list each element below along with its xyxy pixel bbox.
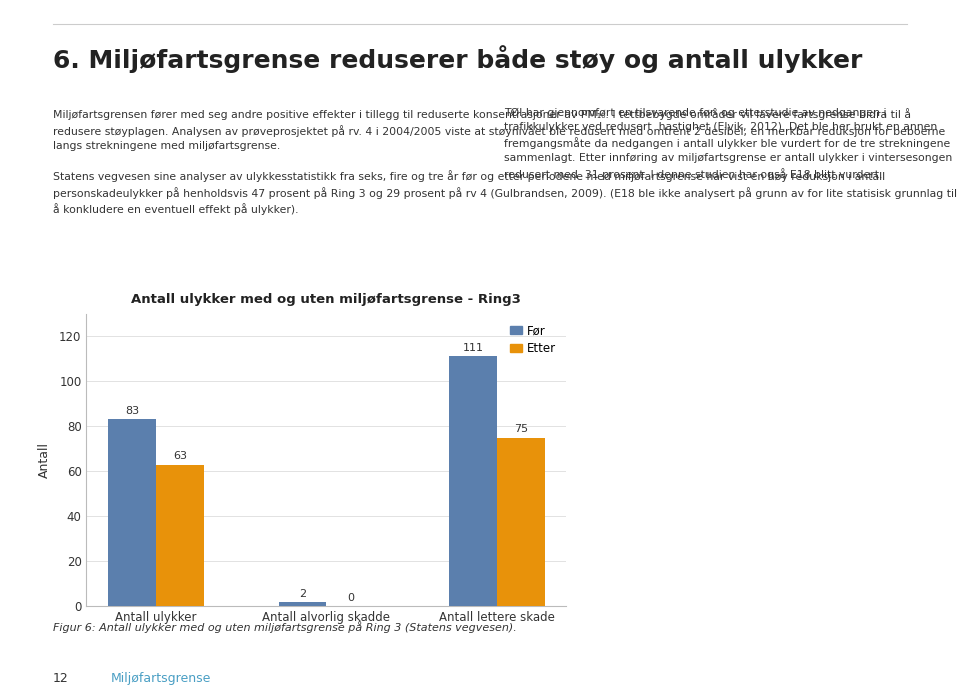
Text: 0: 0 (347, 593, 354, 603)
Text: Figur 6: Antall ulykker med og uten miljøfartsgrense på Ring 3 (Statens vegvesen: Figur 6: Antall ulykker med og uten milj… (53, 621, 516, 633)
Text: 83: 83 (125, 406, 139, 416)
Text: Miljøfartsgrensen fører med seg andre positive effekter i tillegg til reduserte : Miljøfartsgrensen fører med seg andre po… (53, 108, 957, 215)
Text: 6. Miljøfartsgrense reduserer både støy og antall ulykker: 6. Miljøfartsgrense reduserer både støy … (53, 45, 862, 73)
Bar (449, 356, 497, 606)
Text: TØI har gjennomført en tilsvarende før- og etterstudie av nedgangen i trafikkuly: TØI har gjennomført en tilsvarende før- … (504, 108, 952, 180)
Text: 12: 12 (53, 672, 68, 684)
Text: 2: 2 (299, 588, 306, 599)
Bar (497, 438, 544, 606)
Text: 111: 111 (463, 343, 484, 353)
Title: Antall ulykker med og uten miljøfartsgrense - Ring3: Antall ulykker med og uten miljøfartsgre… (132, 293, 521, 305)
Bar (156, 464, 204, 606)
Bar (278, 602, 326, 606)
Y-axis label: Antall: Antall (37, 442, 51, 478)
Bar (108, 420, 156, 606)
Text: 63: 63 (173, 451, 187, 461)
Legend: Før, Etter: Før, Etter (505, 319, 561, 360)
Text: 75: 75 (514, 424, 528, 434)
Text: Miljøfartsgrense: Miljøfartsgrense (110, 672, 211, 684)
